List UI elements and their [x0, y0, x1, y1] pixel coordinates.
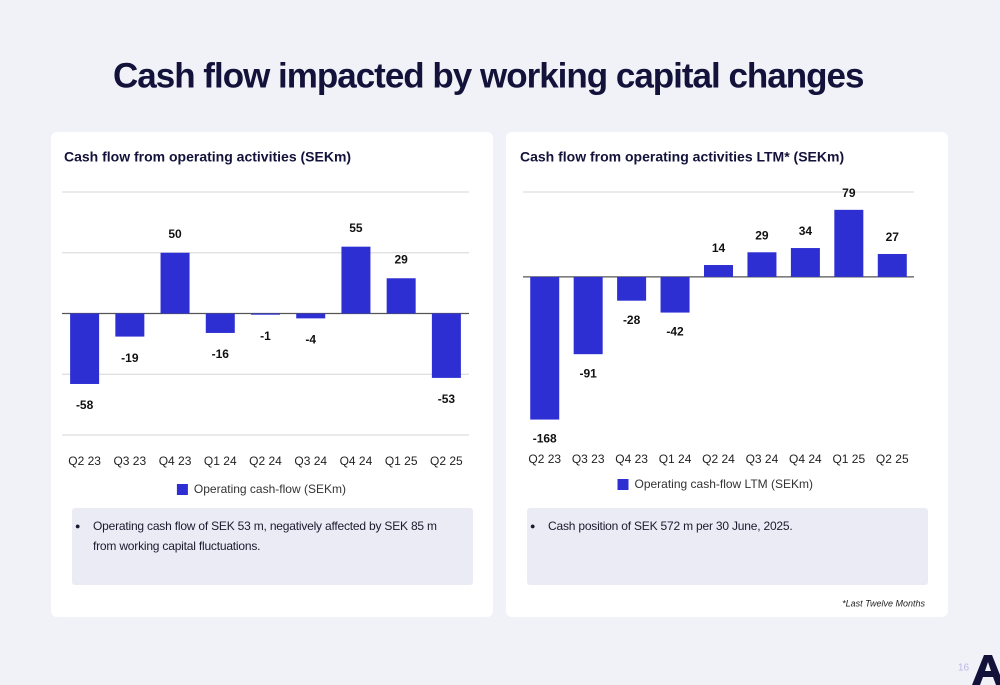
x-tick-label: Q2 25 [430, 454, 463, 468]
data-label: 34 [799, 224, 813, 238]
bar [617, 276, 647, 301]
x-tick-label: Q3 23 [572, 452, 605, 466]
bar [160, 252, 190, 314]
data-label: -28 [623, 313, 641, 327]
bar [530, 276, 560, 420]
bar [790, 248, 820, 277]
x-tick-label: Q4 24 [789, 452, 822, 466]
data-label: -19 [121, 351, 139, 365]
x-tick-label: Q3 24 [294, 454, 327, 468]
page-number: 16 [958, 663, 970, 674]
bar [877, 253, 907, 277]
x-tick-label: Q1 25 [385, 454, 418, 468]
data-label: -91 [579, 366, 597, 380]
bar [115, 313, 145, 337]
bullet: Operating cash flow of SEK 53 m, negativ… [75, 516, 463, 556]
bar [573, 276, 603, 355]
data-label: -42 [666, 325, 684, 339]
x-tick-label: Q2 23 [68, 454, 101, 468]
legend-label: Operating cash-flow LTM (SEKm) [635, 477, 814, 491]
bar [660, 276, 690, 313]
data-label: -168 [533, 432, 557, 446]
x-tick-label: Q2 25 [876, 452, 909, 466]
data-label: -16 [212, 347, 230, 361]
bar [834, 209, 864, 277]
footnote: *Last Twelve Months [842, 598, 925, 608]
slide-title: Cash flow impacted by working capital ch… [113, 56, 864, 95]
data-label: 29 [755, 228, 769, 242]
legend-swatch [176, 484, 188, 495]
x-tick-label: Q2 23 [528, 452, 561, 466]
chart-title: Cash flow from operating activities (SEK… [64, 149, 351, 165]
data-label: 14 [712, 241, 726, 255]
bar [251, 313, 280, 315]
x-tick-label: Q2 24 [702, 452, 735, 466]
data-label: 50 [168, 227, 182, 241]
bar [704, 265, 733, 277]
data-label: -58 [76, 398, 94, 412]
bar [431, 313, 461, 378]
x-tick-label: Q2 24 [249, 454, 282, 468]
logo [972, 655, 1000, 685]
data-label: 55 [349, 221, 363, 235]
data-label: -53 [438, 392, 456, 406]
x-tick-label: Q3 24 [746, 452, 779, 466]
x-tick-label: Q4 23 [615, 452, 648, 466]
x-tick-label: Q4 23 [159, 454, 192, 468]
data-label: 29 [394, 252, 408, 266]
data-label: -1 [260, 329, 271, 343]
legend-swatch [617, 479, 629, 490]
bar [70, 313, 100, 384]
data-label: 79 [842, 186, 856, 200]
bullet: Cash position of SEK 572 m per 30 June, … [530, 516, 918, 536]
x-tick-label: Q1 24 [204, 454, 237, 468]
bar [296, 313, 326, 319]
x-tick-label: Q4 24 [340, 454, 373, 468]
chart-title: Cash flow from operating activities LTM*… [520, 149, 844, 165]
bar [747, 252, 777, 277]
x-tick-label: Q1 25 [832, 452, 865, 466]
x-tick-label: Q1 24 [659, 452, 692, 466]
data-label: -4 [305, 333, 316, 347]
legend-label: Operating cash-flow (SEKm) [194, 482, 346, 496]
bar [341, 246, 371, 314]
bar [386, 278, 416, 314]
x-tick-label: Q3 23 [113, 454, 146, 468]
bar [205, 313, 235, 333]
data-label: 27 [886, 230, 900, 244]
